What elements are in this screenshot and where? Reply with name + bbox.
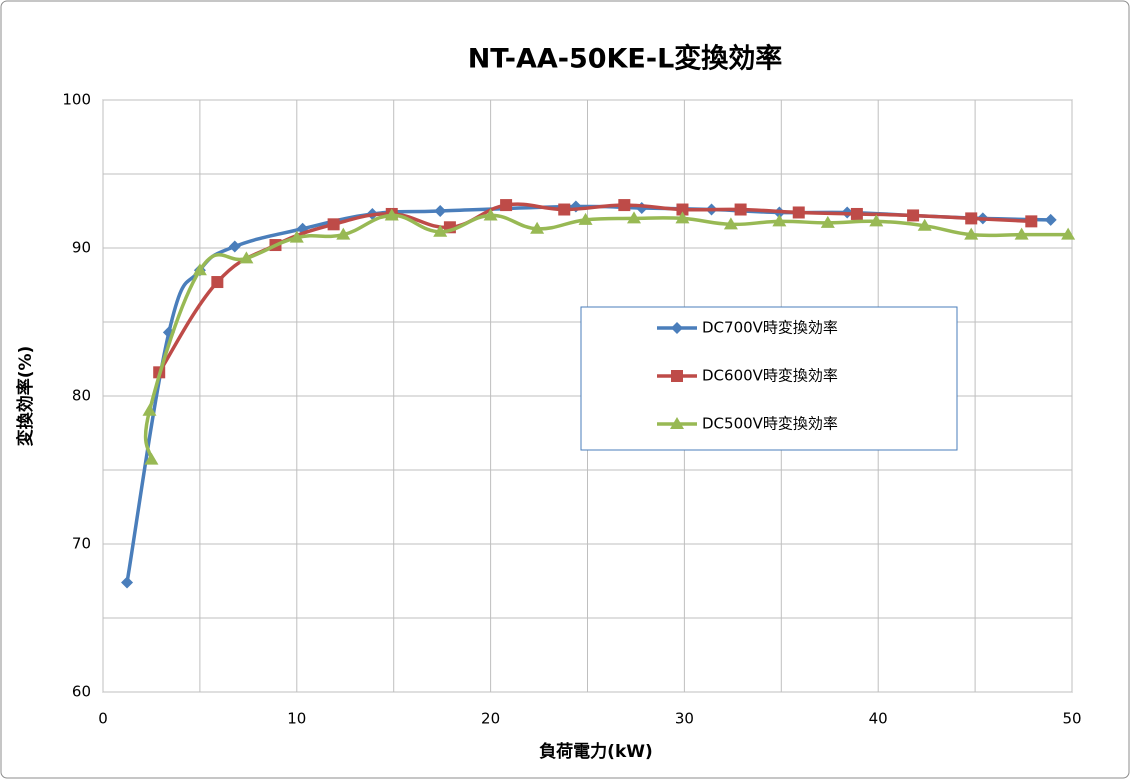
- x-tick-label: 10: [287, 710, 306, 728]
- x-tick-label: 30: [675, 710, 694, 728]
- marker: [1044, 213, 1057, 226]
- marker: [192, 263, 207, 276]
- marker: [907, 209, 920, 222]
- legend-marker: [671, 322, 683, 334]
- marker: [792, 206, 805, 219]
- x-axis-label: 負荷電力(kW): [539, 741, 653, 762]
- legend: [580, 306, 958, 451]
- marker: [676, 203, 689, 216]
- x-tick-label: 40: [869, 710, 888, 728]
- marker: [483, 208, 498, 221]
- marker: [772, 214, 787, 227]
- marker: [142, 403, 157, 416]
- legend-marker: [670, 417, 684, 429]
- marker: [618, 199, 631, 212]
- x-tick-label: 0: [98, 710, 108, 728]
- marker: [500, 199, 513, 212]
- marker: [239, 251, 254, 264]
- y-tick-label: 100: [62, 91, 91, 109]
- marker: [734, 203, 747, 216]
- y-tick-label: 60: [72, 683, 91, 701]
- marker: [675, 211, 690, 224]
- legend-entries: DC700V時変換効率 DC600V時変換効率 DC500V時変換効率: [657, 319, 838, 433]
- marker: [530, 221, 545, 234]
- marker: [121, 576, 134, 589]
- legend-label: DC600V時変換効率: [702, 367, 838, 385]
- marker: [965, 212, 978, 225]
- marker: [336, 227, 351, 240]
- y-axis-label: 変換効率(%): [15, 346, 36, 447]
- marker: [850, 207, 863, 220]
- marker: [1014, 227, 1029, 240]
- legend-marker: [671, 370, 683, 382]
- marker: [627, 211, 642, 224]
- marker: [964, 227, 979, 240]
- x-tick-label: 20: [481, 710, 500, 728]
- series-lines: [121, 199, 1076, 589]
- marker: [384, 208, 399, 221]
- marker: [1061, 227, 1076, 240]
- legend-label: DC700V時変換効率: [702, 319, 838, 337]
- marker: [869, 214, 884, 227]
- x-tick-label: 50: [1062, 710, 1081, 728]
- marker: [578, 212, 593, 225]
- marker: [211, 276, 224, 289]
- marker: [228, 240, 241, 253]
- marker: [144, 452, 159, 465]
- marker: [558, 203, 571, 216]
- marker: [433, 224, 448, 237]
- y-tick-label: 80: [72, 387, 91, 405]
- marker: [723, 217, 738, 230]
- legend-label: DC500V時変換効率: [702, 415, 838, 433]
- marker: [327, 218, 340, 231]
- y-tick-label: 90: [72, 239, 91, 257]
- marker: [289, 230, 304, 243]
- marker: [1025, 215, 1038, 228]
- marker: [434, 205, 447, 217]
- marker: [917, 218, 932, 231]
- series-line: [143, 213, 1069, 460]
- y-tick-label: 70: [72, 535, 91, 553]
- chart-title: NT-AA-50KE-L変換効率: [468, 43, 783, 75]
- marker: [820, 215, 835, 228]
